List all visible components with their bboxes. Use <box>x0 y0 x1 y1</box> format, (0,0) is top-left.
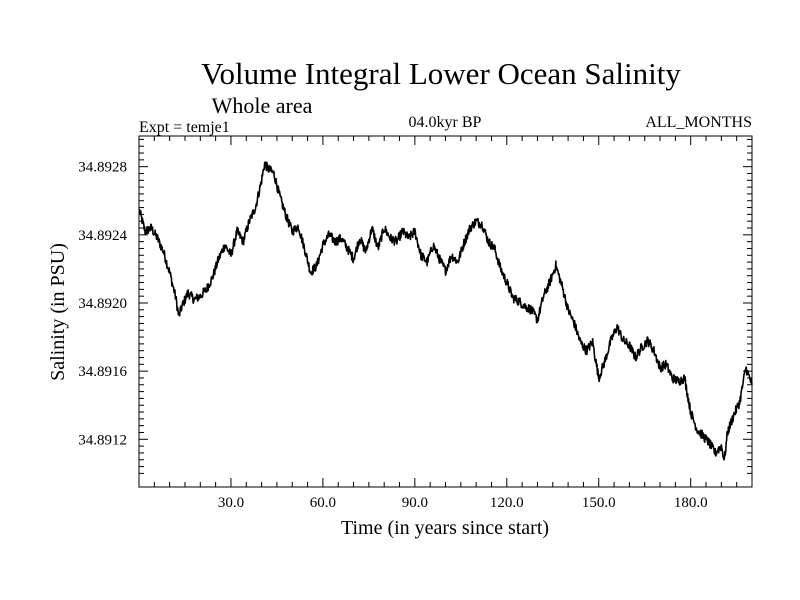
period-label: 04.0kyr BP <box>409 114 482 131</box>
salinity-series-line <box>138 161 753 461</box>
axis-ticks <box>139 136 752 487</box>
months-label: ALL_MONTHS <box>645 114 752 131</box>
y-axis-label: Salinity (in PSU) <box>47 243 69 381</box>
y-tick-label: 34.8916 <box>78 364 127 380</box>
x-tick-label: 90.0 <box>402 495 428 511</box>
y-tick-label: 34.8924 <box>78 228 127 244</box>
y-tick-label: 34.8928 <box>78 160 127 176</box>
x-tick-labels: 30.0 60.0 90.0 120.0 150.0 180.0 <box>218 495 708 511</box>
chart-subtitle: Whole area <box>212 93 313 118</box>
x-tick-label: 150.0 <box>582 495 616 511</box>
plot-frame <box>138 135 753 488</box>
y-tick-label: 34.8912 <box>78 432 127 448</box>
experiment-label: Expt = temje1 <box>139 119 230 136</box>
chart-title: Volume Integral Lower Ocean Salinity <box>201 56 681 91</box>
x-tick-label: 180.0 <box>674 495 708 511</box>
x-tick-label: 30.0 <box>218 495 244 511</box>
x-axis-label: Time (in years since start) <box>341 517 549 539</box>
y-tick-label: 34.8920 <box>78 296 127 312</box>
y-tick-labels: 34.8912 34.8916 34.8920 34.8924 34.8928 <box>78 160 127 449</box>
x-tick-label: 120.0 <box>490 495 524 511</box>
x-tick-label: 60.0 <box>310 495 336 511</box>
